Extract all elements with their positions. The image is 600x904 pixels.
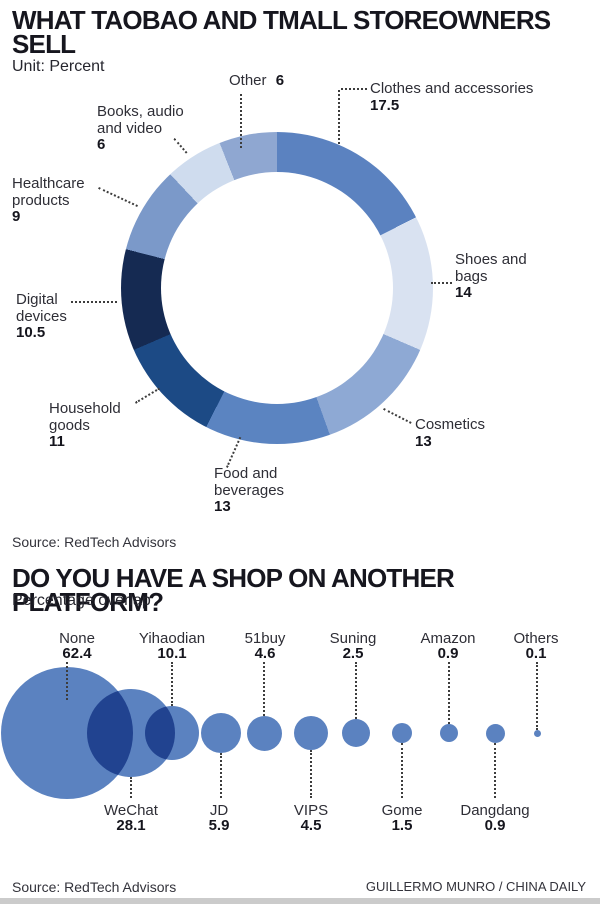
bubble-label-wechat: WeChat — [104, 802, 158, 819]
bubble-51buy — [246, 715, 282, 751]
bubble-value-suning: 2.5 — [342, 645, 364, 662]
section1-title-line1: WHAT TAOBAO AND TMALL STOREOWNERS — [12, 5, 551, 35]
footer-credit: GUILLERMO MUNRO / CHINA DAILY — [365, 879, 586, 894]
leader-line-jd — [220, 753, 222, 798]
leader-line-dangdang — [494, 742, 496, 798]
bubble-label-amazon: Amazon — [420, 630, 476, 647]
leader-line-51buy — [263, 662, 265, 716]
bubble-value-amazon: 0.9 — [437, 645, 459, 662]
leader-line-yihaodian — [171, 662, 173, 706]
bubble-value-51buy: 4.6 — [254, 645, 276, 662]
leader-line-gome — [401, 743, 403, 798]
donut-label-clothes: Clothes and accessories 17.5 — [370, 80, 534, 114]
bubble-value-vips: 4.5 — [300, 817, 322, 834]
leader-line-suning — [355, 662, 357, 719]
section2-subtitle: Percentage overlap — [12, 592, 151, 609]
bottom-divider-bar — [0, 898, 600, 904]
bubble-vips — [294, 716, 328, 750]
bubble-value-jd: 5.9 — [208, 817, 230, 834]
donut-label-digital: Digital devices 10.5 — [16, 291, 67, 341]
donut-label-household: Household goods 11 — [49, 400, 121, 450]
bubble-label-gome: Gome — [381, 802, 423, 819]
leader-line-digital — [71, 301, 117, 303]
section1-source: Source: RedTech Advisors — [12, 534, 177, 550]
bubble-label-none: None — [59, 630, 95, 647]
section1-title: WHAT TAOBAO AND TMALL STOREOWNERS SELL — [12, 5, 592, 59]
bubble-label-51buy: 51buy — [244, 630, 286, 647]
donut-label-food: Food and beverages 13 — [214, 465, 285, 515]
donut-label-healthcare: Healthcare products 9 — [12, 175, 85, 225]
donut-label-shoes: Shoes and bags 14 — [455, 251, 527, 301]
leader-line-clothes-h — [341, 88, 367, 90]
bubble-label-jd: JD — [209, 802, 229, 819]
bubble-gome — [392, 723, 412, 743]
section1-title-line2: SELL — [12, 29, 76, 59]
bubble-value-none: 62.4 — [62, 645, 92, 662]
bubble-value-dangdang: 0.9 — [484, 817, 506, 834]
donut-ring — [121, 132, 433, 444]
bubble-amazon — [440, 724, 458, 742]
bubble-others — [533, 729, 541, 737]
bubble-suning — [342, 719, 370, 747]
bubble-value-yihaodian: 10.1 — [157, 645, 187, 662]
leader-line-amazon — [448, 662, 450, 724]
bubble-label-vips: VIPS — [293, 802, 329, 819]
donut-label-other: Other 6 — [229, 72, 285, 89]
bubble-value-gome: 1.5 — [391, 817, 413, 834]
bubble-jd — [201, 713, 241, 753]
leader-line-vips — [310, 750, 312, 798]
leader-line-none — [66, 662, 68, 700]
footer-source: Source: RedTech Advisors — [12, 879, 177, 895]
bubble-label-others: Others — [513, 630, 559, 647]
leader-line-others — [536, 662, 538, 730]
bubble-value-wechat: 28.1 — [116, 817, 146, 834]
donut-label-cosmetics: Cosmetics 13 — [415, 416, 486, 450]
section1-unit-label: Unit: Percent — [12, 58, 105, 75]
bubble-value-others: 0.1 — [525, 645, 547, 662]
bubble-label-suning: Suning — [329, 630, 377, 647]
leader-line-wechat — [130, 777, 132, 798]
bubble-label-dangdang: Dangdang — [460, 802, 530, 819]
section2-title-line1: DO YOU HAVE A SHOP ON ANOTHER PLATFORM? — [12, 563, 455, 617]
leader-line-shoes — [431, 282, 452, 284]
bubble-label-yihaodian: Yihaodian — [138, 630, 206, 647]
bubble-dangdang — [485, 723, 505, 743]
bubble-yihaodian — [145, 706, 199, 760]
donut-label-books: Books, audio and video 6 — [97, 103, 184, 153]
section2-title: DO YOU HAVE A SHOP ON ANOTHER PLATFORM? — [12, 563, 592, 617]
